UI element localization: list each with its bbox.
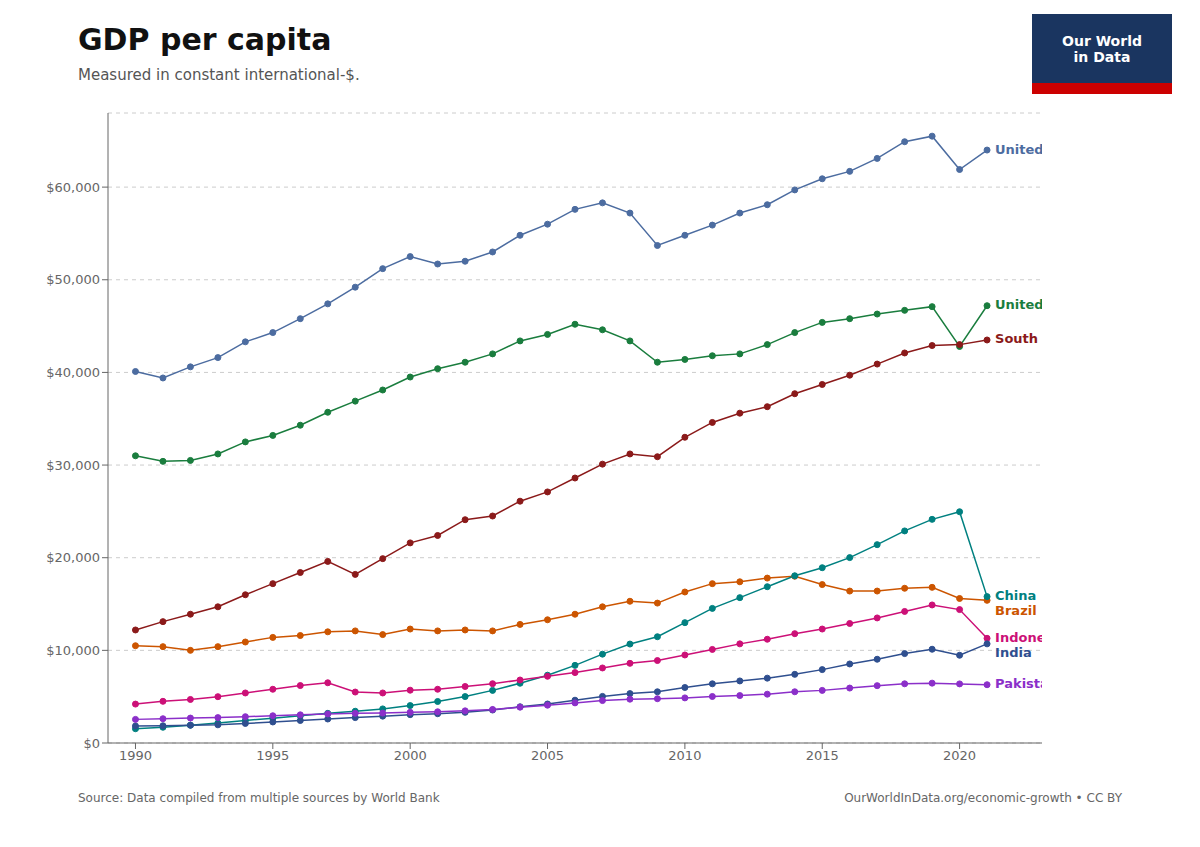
svg-text:South Korea: South Korea xyxy=(995,331,1042,346)
svg-text:$60,000: $60,000 xyxy=(46,180,100,195)
svg-text:India: India xyxy=(995,645,1032,660)
svg-text:$0: $0 xyxy=(83,736,100,751)
html-text:Measured in constant internati: Measured in constant international-$. xyxy=(78,66,360,84)
svg-text:United Kingdom: United Kingdom xyxy=(995,297,1042,312)
html-text:in Data: in Data xyxy=(1073,49,1131,65)
svg-text:Pakistan: Pakistan xyxy=(995,676,1042,691)
svg-text:2020: 2020 xyxy=(943,748,976,763)
html-text:GDP per capita: GDP per capita xyxy=(78,22,332,57)
svg-text:China: China xyxy=(995,588,1036,603)
svg-text:2005: 2005 xyxy=(531,748,564,763)
html-text:Source: Data compiled from mul: Source: Data compiled from multiple sour… xyxy=(78,791,440,805)
svg-text:1995: 1995 xyxy=(256,748,289,763)
svg-text:Indonesia: Indonesia xyxy=(995,630,1042,645)
svg-text:2010: 2010 xyxy=(668,748,701,763)
svg-text:$50,000: $50,000 xyxy=(46,272,100,287)
html-text:OurWorldInData.org/economic-gr: OurWorldInData.org/economic-growth • CC … xyxy=(844,791,1122,805)
svg-text:$30,000: $30,000 xyxy=(46,458,100,473)
svg-text:Brazil: Brazil xyxy=(995,603,1037,618)
html-text:Our World: Our World xyxy=(1062,33,1142,49)
svg-text:$10,000: $10,000 xyxy=(46,643,100,658)
svg-text:$40,000: $40,000 xyxy=(46,365,100,380)
svg-text:$20,000: $20,000 xyxy=(46,550,100,565)
svg-text:United States: United States xyxy=(995,142,1042,157)
svg-text:2015: 2015 xyxy=(806,748,839,763)
svg-text:1990: 1990 xyxy=(119,748,152,763)
svg-text:2000: 2000 xyxy=(394,748,427,763)
